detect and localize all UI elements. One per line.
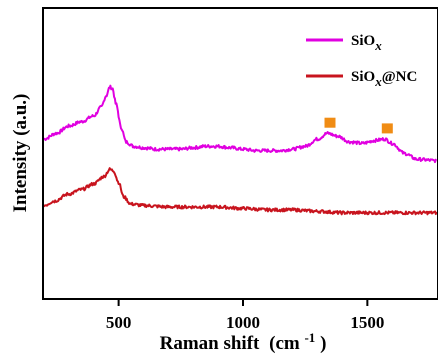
x-axis-title: Raman shift (cm -1 ) — [160, 326, 327, 354]
peak-marker-2 — [381, 123, 393, 134]
plot-frame — [42, 7, 438, 300]
x-tick-label-1000: 1000 — [226, 313, 260, 332]
x-axis-title-unit-open: (cm — [269, 333, 300, 354]
x-tick-label-1500: 1500 — [350, 313, 384, 332]
x-tick-label-500: 500 — [106, 313, 132, 332]
series-line-siox — [43, 84, 438, 164]
peak-marker-1 — [324, 117, 336, 128]
legend-label-siox-nc: SiOx@NC — [351, 69, 417, 89]
y-axis-title: Intensity (a.u.) — [10, 94, 31, 213]
legend: SiOx SiOx@NC — [306, 33, 417, 89]
x-axis-title-unit-sup: -1 — [304, 330, 315, 345]
x-axis-title-unit-close: ) — [320, 333, 326, 354]
legend-label-siox: SiOx — [351, 33, 382, 53]
x-axis-ticks: 500 1000 1500 — [106, 299, 384, 332]
series-line-siox-nc — [43, 167, 438, 216]
x-axis-title-main: Raman shift — [160, 333, 260, 354]
plot-content — [43, 84, 438, 216]
